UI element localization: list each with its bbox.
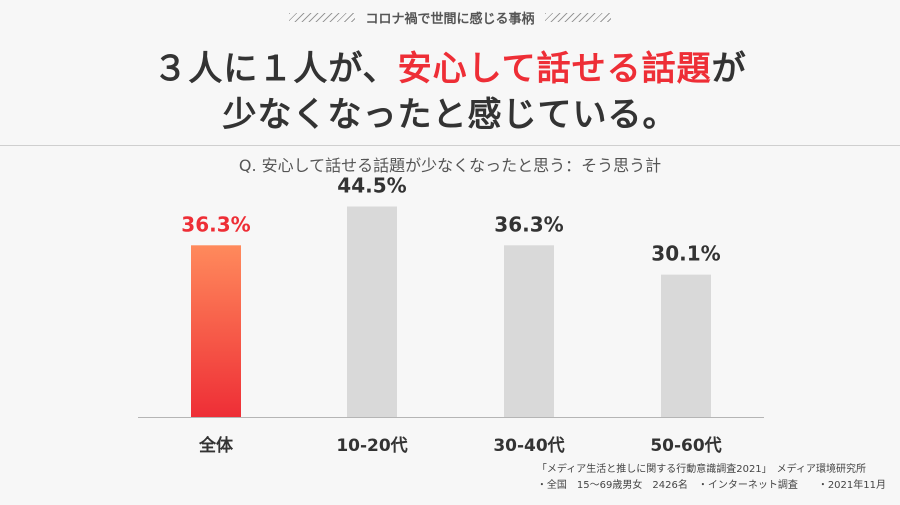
question-text: Q. 安心して話せる話題が少なくなったと思う：そう思う計 — [238, 156, 662, 175]
bar-1 — [347, 206, 397, 417]
headline-line2: 少なくなったと感じている。 — [222, 95, 678, 135]
headline-prefix: ３人に１人が、 — [153, 49, 398, 89]
section-label-text: コロナ禍で世間に感じる事柄 — [365, 12, 535, 27]
bar-3 — [661, 274, 711, 417]
hatch-decoration-left — [289, 13, 356, 22]
section-label: コロナ禍で世間に感じる事柄 — [0, 8, 900, 27]
category-label-3: 50-60代 — [650, 435, 721, 456]
headline-suffix: が — [711, 49, 747, 89]
bar-2 — [504, 245, 554, 417]
bar-0 — [191, 245, 241, 417]
category-label-0: 全体 — [198, 435, 234, 456]
source-note: 「メディア生活と推しに関する行動意識調査2021」 メディア環境研究所 ・全国 … — [537, 462, 886, 494]
source-line-1: 「メディア生活と推しに関する行動意識調査2021」 メディア環境研究所 — [536, 464, 866, 475]
category-label-1: 10-20代 — [336, 435, 407, 456]
value-label-1: 44.5% — [337, 174, 406, 198]
headline: ３人に１人が、安心して話せる話題が 少なくなったと感じている。 — [0, 46, 900, 138]
category-label-2: 30-40代 — [493, 435, 564, 456]
value-label-2: 36.3% — [494, 212, 563, 236]
value-label-0: 36.3% — [181, 212, 250, 236]
hatch-decoration-right — [544, 13, 611, 22]
value-label-3: 30.1% — [651, 242, 720, 266]
headline-accent: 安心して話せる話題 — [397, 49, 712, 89]
source-line-2: ・全国 15～69歳男女 2426名 ・インターネット調査 ・2021年11月 — [536, 480, 886, 491]
header-area: コロナ禍で世間に感じる事柄 ３人に１人が、安心して話せる話題が 少なくなったと感… — [0, 0, 900, 146]
